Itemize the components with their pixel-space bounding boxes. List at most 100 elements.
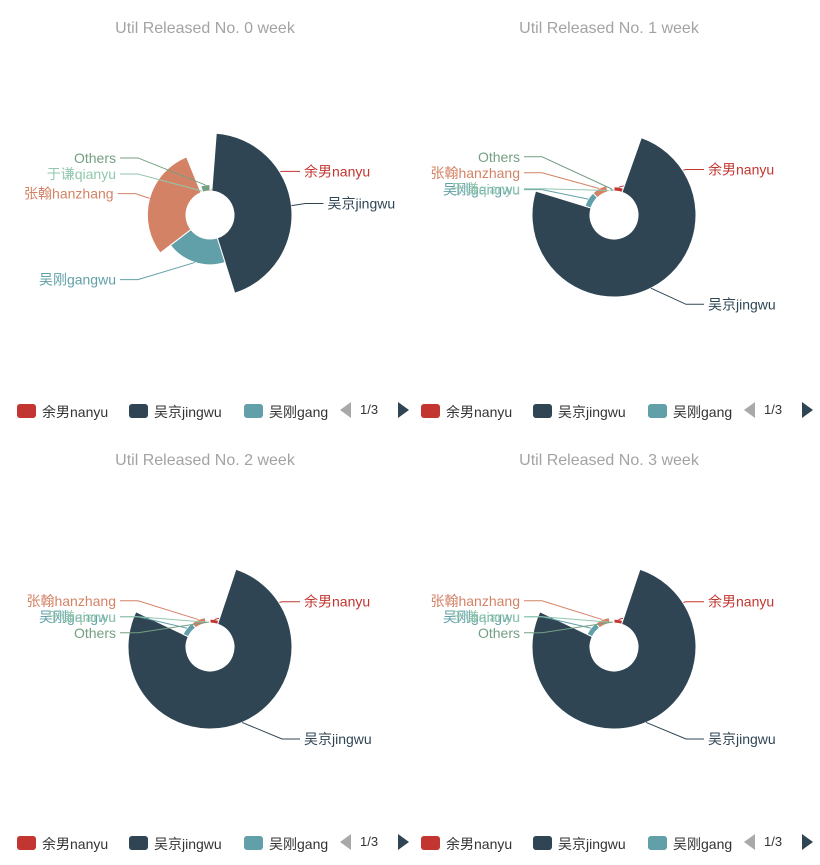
slice-label: 于谦qianyu: [47, 609, 116, 625]
legend: 余男nanyu 吴京jingwu 吴刚gangwu 1/3: [0, 400, 410, 422]
legend-label: 吴刚gangwu: [269, 836, 328, 852]
rose-slice[interactable]: [200, 184, 211, 193]
legend-label: 余男nanyu: [42, 836, 109, 852]
slice-label: 余男nanyu: [708, 161, 774, 177]
rose-chart: 余男nanyu吴京jingwu吴刚gangwu张翰hanzhang于谦qiany…: [430, 137, 776, 312]
legend: 余男nanyu 吴京jingwu 吴刚gangwu 1/3: [404, 400, 814, 422]
legend-item-gangwu[interactable]: 吴刚gangwu: [648, 832, 732, 854]
legend-item-gangwu[interactable]: 吴刚gangwu: [244, 400, 328, 422]
chart-panel-1: Util Released No. 1 week 余男nanyu 吴京jingwu…: [404, 0, 814, 432]
label-leader-line: [650, 287, 704, 305]
legend-next-arrow-icon[interactable]: [398, 834, 409, 850]
rose-slice[interactable]: [211, 132, 293, 294]
slice-label: 于谦qianyu: [451, 181, 520, 197]
rose-chart: 余男nanyu吴京jingwu吴刚gangwu张翰hanzhang于谦qiany…: [24, 132, 395, 294]
label-leader-line: [524, 616, 612, 623]
rose-slice[interactable]: [609, 188, 615, 192]
slice-label: 张翰hanzhang: [430, 165, 520, 181]
label-leader-line: [524, 172, 600, 190]
legend: 余男nanyu 吴京jingwu 吴刚gangwu 1/3: [404, 832, 814, 854]
slice-label: Others: [74, 625, 116, 641]
slice-label: 吴刚gangwu: [39, 272, 116, 288]
legend-next-arrow-icon[interactable]: [802, 834, 813, 850]
legend-swatch: [129, 404, 148, 418]
legend-label: 吴刚gangwu: [673, 404, 732, 420]
legend-swatch: [244, 836, 263, 850]
label-leader-line: [120, 600, 199, 621]
slice-label: 吴京jingwu: [708, 296, 776, 312]
slice-label: 张翰hanzhang: [24, 186, 114, 202]
legend-label: 吴京jingwu: [154, 404, 222, 420]
slice-label: 余男nanyu: [708, 594, 774, 610]
legend-next-arrow-icon[interactable]: [398, 402, 409, 418]
legend: 余男nanyu 吴京jingwu 吴刚gangwu 1/3: [0, 832, 410, 854]
legend-label: 余男nanyu: [42, 404, 109, 420]
legend-prev-arrow-icon[interactable]: [340, 834, 351, 850]
legend-swatch: [421, 836, 440, 850]
chart-title: Util Released No. 2 week: [115, 452, 295, 469]
label-leader-line: [241, 721, 300, 740]
legend-label: 余男nanyu: [446, 836, 513, 852]
legend-prev-arrow-icon[interactable]: [744, 402, 755, 418]
rose-slice[interactable]: [127, 568, 293, 730]
legend-prev-arrow-icon[interactable]: [744, 834, 755, 850]
chart-title: Util Released No. 0 week: [115, 20, 295, 37]
chart-title: Util Released No. 1 week: [519, 20, 699, 37]
slice-label: Others: [478, 149, 520, 165]
legend-swatch: [421, 404, 440, 418]
slice-label: 余男nanyu: [304, 594, 370, 610]
slice-label: Others: [74, 150, 116, 166]
rose-slice[interactable]: [531, 568, 697, 730]
chart-title: Util Released No. 3 week: [519, 452, 699, 469]
slice-label: 吴京jingwu: [304, 731, 372, 747]
chart-panel-2: Util Released No. 2 week 余男nanyu 吴京jingwu…: [0, 432, 410, 864]
legend-swatch: [533, 836, 552, 850]
legend-next-arrow-icon[interactable]: [802, 402, 813, 418]
legend-swatch: [17, 836, 36, 850]
chart-panel-3: Util Released No. 3 week 余男nanyu 吴京jingwu…: [404, 432, 814, 864]
label-leader-line: [524, 621, 614, 634]
legend-swatch: [648, 404, 667, 418]
slice-label: 张翰hanzhang: [26, 593, 116, 609]
label-leader-line: [117, 193, 150, 199]
chart-panel-0: Util Released No. 0 week 余男nanyu 吴京jingwu…: [0, 0, 410, 432]
label-leader-line: [524, 189, 589, 200]
legend-page-number: 1/3: [360, 834, 379, 849]
rose-chart: 余男nanyu 吴京jingwu 吴刚gangwu张翰hanzhang于谦qiany…: [26, 568, 372, 747]
label-leader-line: [120, 616, 208, 623]
label-leader-line: [120, 173, 202, 192]
slice-label: Others: [478, 625, 520, 641]
legend-label: 吴刚gangwu: [673, 836, 732, 852]
label-leader-line: [291, 203, 324, 207]
legend-label: 吴刚gangwu: [269, 404, 328, 420]
legend-page-number: 1/3: [764, 402, 783, 417]
legend-label: 吴京jingwu: [154, 836, 222, 852]
label-leader-line: [645, 721, 704, 740]
rose-chart: 余男nanyu 吴京jingwu 吴刚gangwu张翰hanzhang于谦qiany…: [430, 568, 776, 747]
label-leader-line: [120, 157, 206, 186]
legend-item-gangwu[interactable]: 吴刚gangwu: [244, 832, 328, 854]
legend-prev-arrow-icon[interactable]: [340, 402, 351, 418]
rose-slice[interactable]: [146, 156, 202, 254]
legend-label: 吴京jingwu: [558, 836, 626, 852]
legend-swatch: [17, 404, 36, 418]
legend-page-number: 1/3: [360, 402, 379, 417]
label-leader-line: [524, 156, 612, 190]
legend-swatch: [129, 836, 148, 850]
slice-label: 吴京jingwu: [327, 196, 395, 212]
legend-swatch: [648, 836, 667, 850]
legend-page-number: 1/3: [764, 834, 783, 849]
legend-label: 余男nanyu: [446, 404, 513, 420]
slice-label: 张翰hanzhang: [430, 593, 520, 609]
slice-label: 吴刚gangwu: [39, 609, 116, 625]
slice-label: 吴刚gangwu: [443, 609, 520, 625]
label-leader-line: [120, 261, 196, 281]
label-leader-line: [120, 621, 210, 634]
slice-label: 于谦qianyu: [47, 166, 116, 182]
legend-item-gangwu[interactable]: 吴刚gangwu: [648, 400, 732, 422]
legend-label: 吴京jingwu: [558, 404, 626, 420]
rose-slice[interactable]: [531, 137, 697, 298]
label-leader-line: [524, 188, 609, 192]
slice-label: 吴京jingwu: [708, 731, 776, 747]
slice-label: 于谦qianyu: [451, 609, 520, 625]
